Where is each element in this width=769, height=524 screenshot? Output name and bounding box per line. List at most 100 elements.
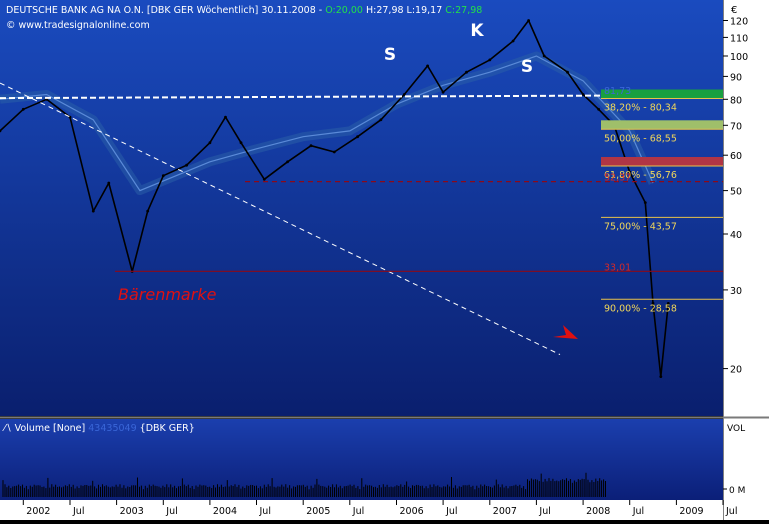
header-open: O:20,00 (325, 5, 363, 16)
price-point (262, 177, 266, 181)
x-tick-label-15: Jul (725, 506, 737, 517)
price-point (527, 19, 530, 22)
price-point (488, 58, 492, 62)
price-layer: 38,20% - 80,34 50,00% - 68,55 61,80% - 56,… (0, 19, 724, 378)
shoulder-right-label: S (521, 57, 533, 77)
x-tick-label-6: 2005 (306, 506, 330, 517)
price-point (542, 54, 546, 58)
y-tick-label-4: 60 (730, 151, 742, 162)
price-point (379, 118, 383, 122)
volume-instrument: {DBK GER} (140, 423, 195, 434)
axes-layer: 20 30 40 50 60 70 80 90 100 110 120 2002 Jul 2003 Jul 2… (22, 17, 748, 517)
y-tick-label-10: 120 (730, 17, 748, 28)
x-tick-label-2: 2003 (120, 506, 144, 517)
fib-band-1 (601, 120, 723, 130)
volume-value: 43435049 (88, 423, 136, 434)
x-tick-label-5: Jul (259, 506, 271, 517)
price-point (597, 107, 600, 111)
x-axis-panel (0, 500, 769, 520)
fib-band-0 (601, 89, 723, 99)
y-tick-label-3: 50 (730, 187, 742, 198)
price-point (21, 107, 25, 111)
header-instrument: DEUTSCHE BANK AG NA O.N. [DBK GER Wöchen… (6, 5, 325, 16)
fib-label-3: 75,00% - 43,57 (604, 221, 677, 232)
price-point (91, 209, 95, 213)
price-point (465, 70, 468, 74)
price-point (643, 201, 647, 205)
price-point (581, 93, 585, 96)
x-tick-label-1: Jul (72, 506, 84, 517)
x-tick-label-12: 2008 (586, 506, 610, 517)
right-axis-panel (723, 0, 769, 520)
x-tick-label-8: 2006 (400, 506, 424, 517)
x-tick-label-11: Jul (538, 506, 550, 517)
volume-axis-tick: 0 M (729, 486, 745, 496)
bear-arrow-icon (553, 325, 578, 339)
price-point (332, 150, 336, 154)
price-point (146, 209, 150, 213)
volume-header-icon: ⁄∖ (2, 423, 12, 434)
y-tick-label-1: 30 (730, 286, 742, 297)
price-point (426, 64, 429, 68)
header-hl: H:27,98 L:19,17 (363, 5, 445, 16)
header-line: DEUTSCHE BANK AG NA O.N. [DBK GER Wöchen… (6, 5, 482, 16)
fib-label-4: 90,00% - 28,58 (604, 303, 677, 314)
volume-label: Volume [None] (15, 423, 86, 434)
volume-header: ⁄∖ Volume [None] 43435049 {DBK GER} (2, 423, 195, 434)
fib-label-1: 50,00% - 68,55 (604, 133, 677, 144)
price-point (566, 70, 569, 74)
y-tick-label-9: 110 (730, 33, 748, 44)
price-point (286, 160, 289, 164)
x-tick-label-13: Jul (632, 506, 644, 517)
y-tick-label-6: 80 (730, 95, 742, 106)
y-tick-label-7: 90 (730, 72, 742, 83)
price-point (356, 135, 359, 139)
header-close: C:27,98 (445, 5, 482, 16)
level-label-1: 52,37 (604, 173, 631, 184)
price-point (185, 163, 189, 167)
trendline (0, 82, 561, 356)
price-point (659, 375, 663, 378)
website-label: www.tradesignalonline.com (19, 20, 150, 31)
price-point (208, 141, 212, 145)
price-point (239, 141, 243, 145)
y-tick-label-8: 100 (730, 52, 748, 63)
price-point (651, 301, 655, 305)
y-tick-label-0: 20 (730, 365, 742, 376)
x-tick-label-14: 2009 (679, 506, 703, 517)
price-point (441, 90, 445, 94)
shoulder-left-label: S (384, 45, 396, 65)
x-tick-label-3: Jul (165, 506, 177, 517)
y-tick-label-2: 40 (730, 230, 742, 241)
price-point (666, 302, 670, 305)
website-text: © www.tradesignalonline.com (6, 20, 150, 31)
fib-band-2 (601, 157, 723, 166)
head-label: K (470, 21, 484, 41)
price-line (0, 19, 670, 378)
bear-mark-label: Bärenmarke (118, 285, 217, 304)
y-tick-label-5: 70 (730, 121, 742, 132)
price-point (511, 39, 515, 43)
price-point (224, 115, 227, 119)
level-label-2: 33,01 (604, 262, 631, 273)
neckline (0, 94, 724, 100)
x-tick-label-9: Jul (445, 506, 457, 517)
volume-axis-title: VOL (727, 424, 745, 434)
price-point (402, 93, 406, 96)
x-tick-label-7: Jul (352, 506, 364, 517)
x-tick-label-0: 2002 (26, 506, 50, 517)
price-point (309, 144, 313, 148)
volume-layer (2, 472, 606, 497)
copyright-icon: © (6, 20, 16, 31)
fib-label-2: 61,80% - 56,76 (604, 170, 677, 181)
price-point (0, 129, 2, 133)
price-point (107, 181, 111, 185)
x-tick-label-4: 2004 (213, 506, 237, 517)
x-tick-label-10: 2007 (493, 506, 517, 517)
price-panel (0, 0, 723, 416)
price-point (161, 174, 165, 178)
currency-label: € (731, 5, 737, 16)
price-point (628, 170, 632, 174)
